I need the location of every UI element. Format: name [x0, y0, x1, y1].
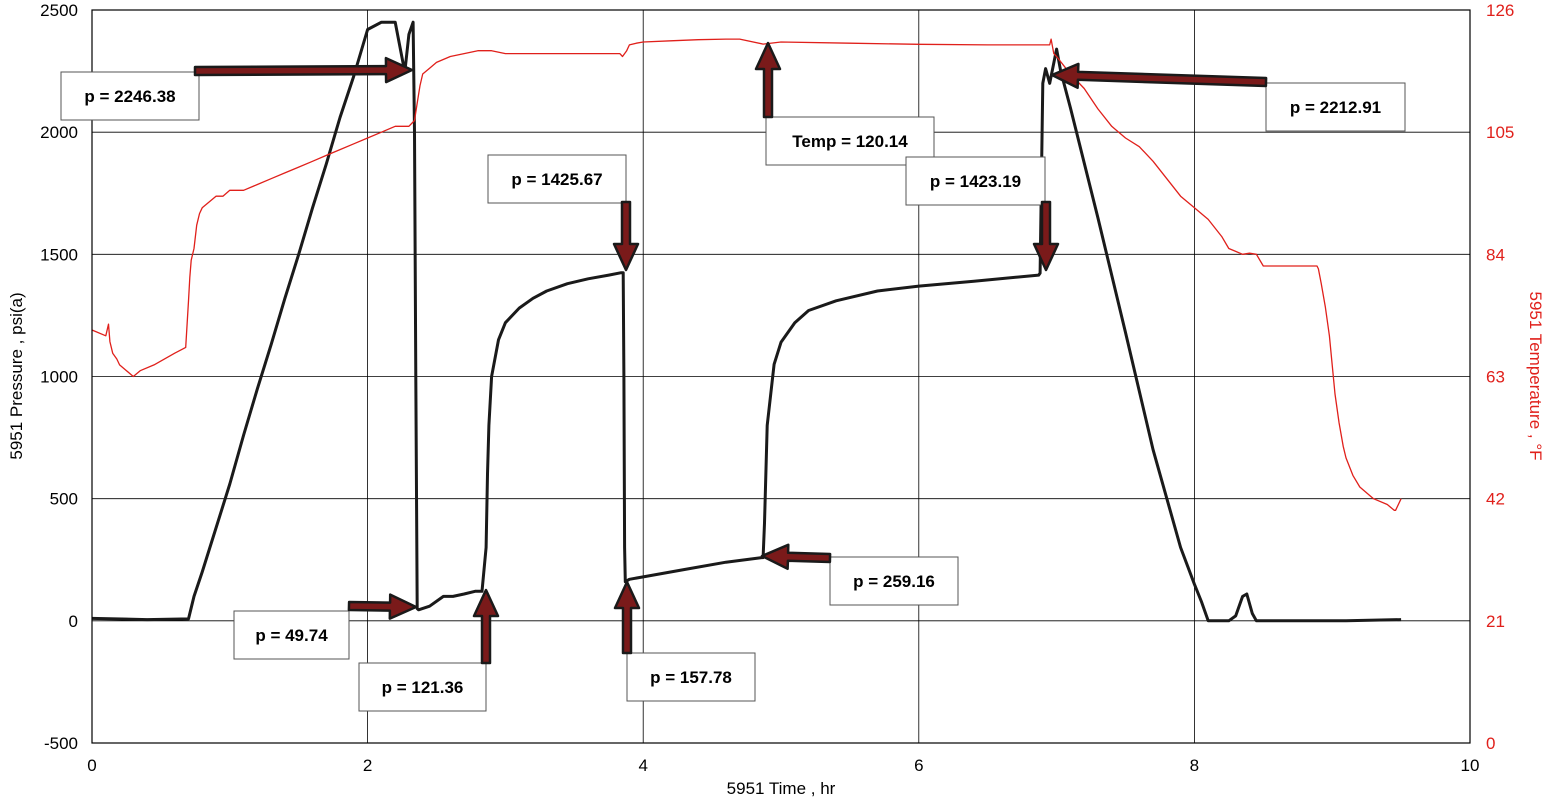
annotation-label: p = 49.74: [255, 626, 328, 645]
left-y-tick-label: 0: [69, 612, 78, 631]
annotation-label: p = 1425.67: [511, 170, 602, 189]
annotation-box: [829, 556, 959, 606]
x-tick-label: 4: [638, 756, 647, 775]
annotation-arrow: [1032, 200, 1060, 272]
annotations: p = 2246.38 p = 1425.67 Temp = 120.14 p = 1…: [60, 41, 1406, 712]
annotation-label: p = 2212.91: [1290, 98, 1381, 117]
right-y-tick-label: 126: [1486, 1, 1514, 20]
annotation: p = 121.36: [358, 588, 500, 712]
annotation-box: [626, 652, 756, 702]
pressure-series-line: [92, 20, 1402, 623]
annotation-box: [1265, 82, 1406, 132]
annotation-label: p = 1423.19: [930, 172, 1021, 191]
x-tick-label: 0: [87, 756, 96, 775]
annotation-label: p = 2246.38: [84, 87, 175, 106]
right-y-tick-label: 42: [1486, 490, 1505, 509]
annotation: p = 49.74: [233, 593, 418, 660]
annotation-arrow: [472, 588, 500, 665]
right-y-tick-label: 21: [1486, 612, 1505, 631]
right-y-tick-label: 84: [1486, 245, 1505, 264]
left-axis-label: 5951 Pressure , psi(a): [7, 292, 26, 459]
annotation: p = 157.78: [613, 580, 756, 702]
annotation-arrow: [612, 200, 640, 272]
right-axis-label: 5951 Temperature , °F: [1526, 291, 1544, 460]
annotation-box: [233, 610, 350, 660]
annotation: p = 259.16: [760, 543, 959, 606]
temperature-series-line: [92, 38, 1402, 511]
annotation-arrow: [193, 56, 414, 84]
annotation-box: [487, 154, 627, 204]
right-y-tick-label: 0: [1486, 734, 1495, 753]
right-y-tick-label: 63: [1486, 368, 1505, 387]
annotation-arrow: [754, 41, 782, 119]
left-y-tick-label: 1500: [40, 245, 78, 264]
annotation: p = 2246.38: [60, 56, 414, 121]
annotation-box: [905, 156, 1046, 206]
x-tick-label: 2: [363, 756, 372, 775]
annotation-label: p = 121.36: [382, 678, 464, 697]
annotation-box: [358, 662, 487, 712]
annotation-label: p = 259.16: [853, 572, 935, 591]
annotation: p = 2212.91: [1050, 62, 1406, 132]
x-axis-label: 5951 Time , hr: [727, 779, 836, 798]
annotation-arrow: [613, 580, 641, 655]
plot-frame: [91, 9, 1471, 744]
x-tick-label: 10: [1461, 756, 1480, 775]
plot-lines: [92, 20, 1402, 623]
left-y-tick-label: 500: [50, 490, 78, 509]
x-tick-label: 6: [914, 756, 923, 775]
annotation: p = 1425.67: [487, 154, 640, 272]
annotation-arrow: [1050, 62, 1268, 90]
left-y-tick-label: 1000: [40, 368, 78, 387]
right-y-tick-label: 105: [1486, 123, 1514, 142]
x-tick-label: 8: [1190, 756, 1199, 775]
left-y-tick-label: 2500: [40, 1, 78, 20]
annotation-arrow: [347, 593, 418, 620]
axis-ticks: 0 2 4 6 8 10 -500 0 500 1000 1500 2000 2500 0 21 42 63 84…: [40, 1, 1514, 775]
annotation-label: p = 157.78: [650, 668, 732, 687]
left-y-tick-label: -500: [44, 734, 78, 753]
left-y-tick-label: 2000: [40, 123, 78, 142]
annotation-arrow: [760, 543, 832, 571]
annotation: p = 1423.19: [905, 156, 1060, 272]
annotation-box: [60, 71, 200, 121]
annotation-label: Temp = 120.14: [792, 132, 908, 151]
